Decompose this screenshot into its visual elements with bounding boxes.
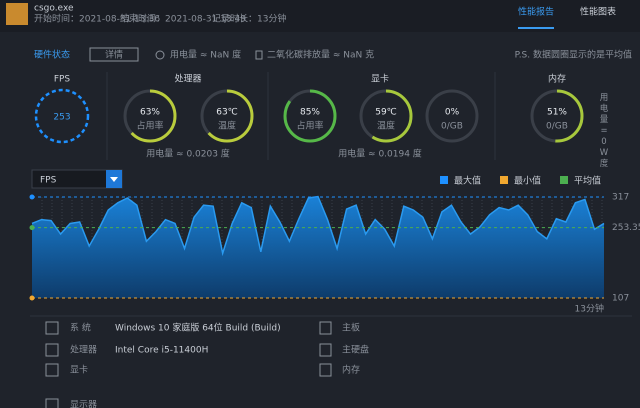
memory-power: 用电量 = 0 W 度 [599,93,609,169]
gauge-caption: 占用率 [296,120,323,132]
fps-ring [34,88,90,144]
status-title: 硬件状态 [34,49,70,61]
info-value: Intel Core i5-11400H [115,346,208,356]
gauge-value: 63℃ [216,108,238,118]
co2-icon [255,50,263,60]
reference-label: 317 [612,193,629,203]
start-time: 开始时间：2021-08-31 13:36 [34,13,160,25]
info-icon [319,321,332,335]
status-note: P.S. 数据圆圈显示的是平均值 [515,49,632,61]
gauge-caption: 0/GB [546,122,568,132]
legend-label: 最大值 [454,175,481,187]
legend-swatch [440,176,448,184]
gauge-arc [359,89,413,143]
details-label: 详情 [105,49,123,61]
app-icon [6,3,28,25]
gauge-value: 51% [547,108,567,118]
tab-underline [518,27,554,29]
legend-swatch [500,176,508,184]
info-icon [45,321,59,335]
info-label: 显示器 [70,400,97,408]
cpu-title: 处理器 [174,73,201,85]
arrow-glyph [110,177,118,182]
gauge-value: 59℃ [375,108,397,118]
gauge-value: 63% [140,108,160,118]
gauge-arc [283,89,337,143]
reference-dot [29,194,35,200]
gauge-arc [123,89,177,143]
reference-dot [29,295,35,301]
info-icon [45,363,59,377]
legend-label: 平均值 [574,175,601,187]
area-line [31,195,605,257]
tab-active[interactable]: 性能报告 [518,6,554,18]
info-label: 主硬盘 [342,344,369,356]
area-fill [32,196,604,298]
info-icon [319,363,332,377]
info-icon [45,343,59,357]
x-label: 13分钟 [575,303,604,315]
cpu-power: 用电量 ≈ 0.0203 度 [146,148,230,160]
gpu-title: 显卡 [371,73,389,85]
end-time: 结束时间：2021-08-31 13:49 [120,13,246,25]
fps-title: FPS [54,75,71,85]
info-label: 系 统 [70,322,91,334]
memory-title: 内存 [548,73,566,85]
app-name: csgo.exe [34,4,74,14]
header-bar [0,0,640,32]
legend-swatch [560,176,568,184]
status-power: 用电量 ≈ NaN 度 [170,49,241,61]
tab[interactable]: 性能图表 [580,6,616,18]
reference-dot [29,225,35,231]
status-co2: 二氧化碳排放量 ≈ NaN 克 [267,49,374,61]
duration: 记录时长：13分钟 [212,13,286,25]
gauge-arc [200,89,254,143]
info-label: 主板 [342,322,360,334]
legend-label: 最小值 [514,175,541,187]
info-value: Windows 10 家庭版 64位 Build (Build) [115,322,281,334]
gauge-arc [530,89,584,143]
gauge-caption: 占用率 [136,120,163,132]
info-icon [45,398,59,408]
info-label: 处理器 [70,344,97,356]
gauge-value: 85% [300,108,320,118]
gauge-track [425,89,479,143]
gauge-caption: 0/GB [441,122,463,132]
reference-label: 107 [612,294,629,304]
power-icon [155,50,165,60]
gpu-power: 用电量 ≈ 0.0194 度 [338,148,422,160]
dropdown-label: FPS [40,176,57,186]
info-icon [319,343,332,357]
info-label: 显卡 [70,364,88,376]
gauge-caption: 温度 [377,120,395,132]
gauge-caption: 温度 [218,120,236,132]
info-label: 内存 [342,364,360,376]
reference-label: 253.35 [612,223,640,233]
gauge-value: 0% [445,108,460,118]
fps-value: 253 [53,113,70,123]
details-button[interactable] [89,47,139,62]
